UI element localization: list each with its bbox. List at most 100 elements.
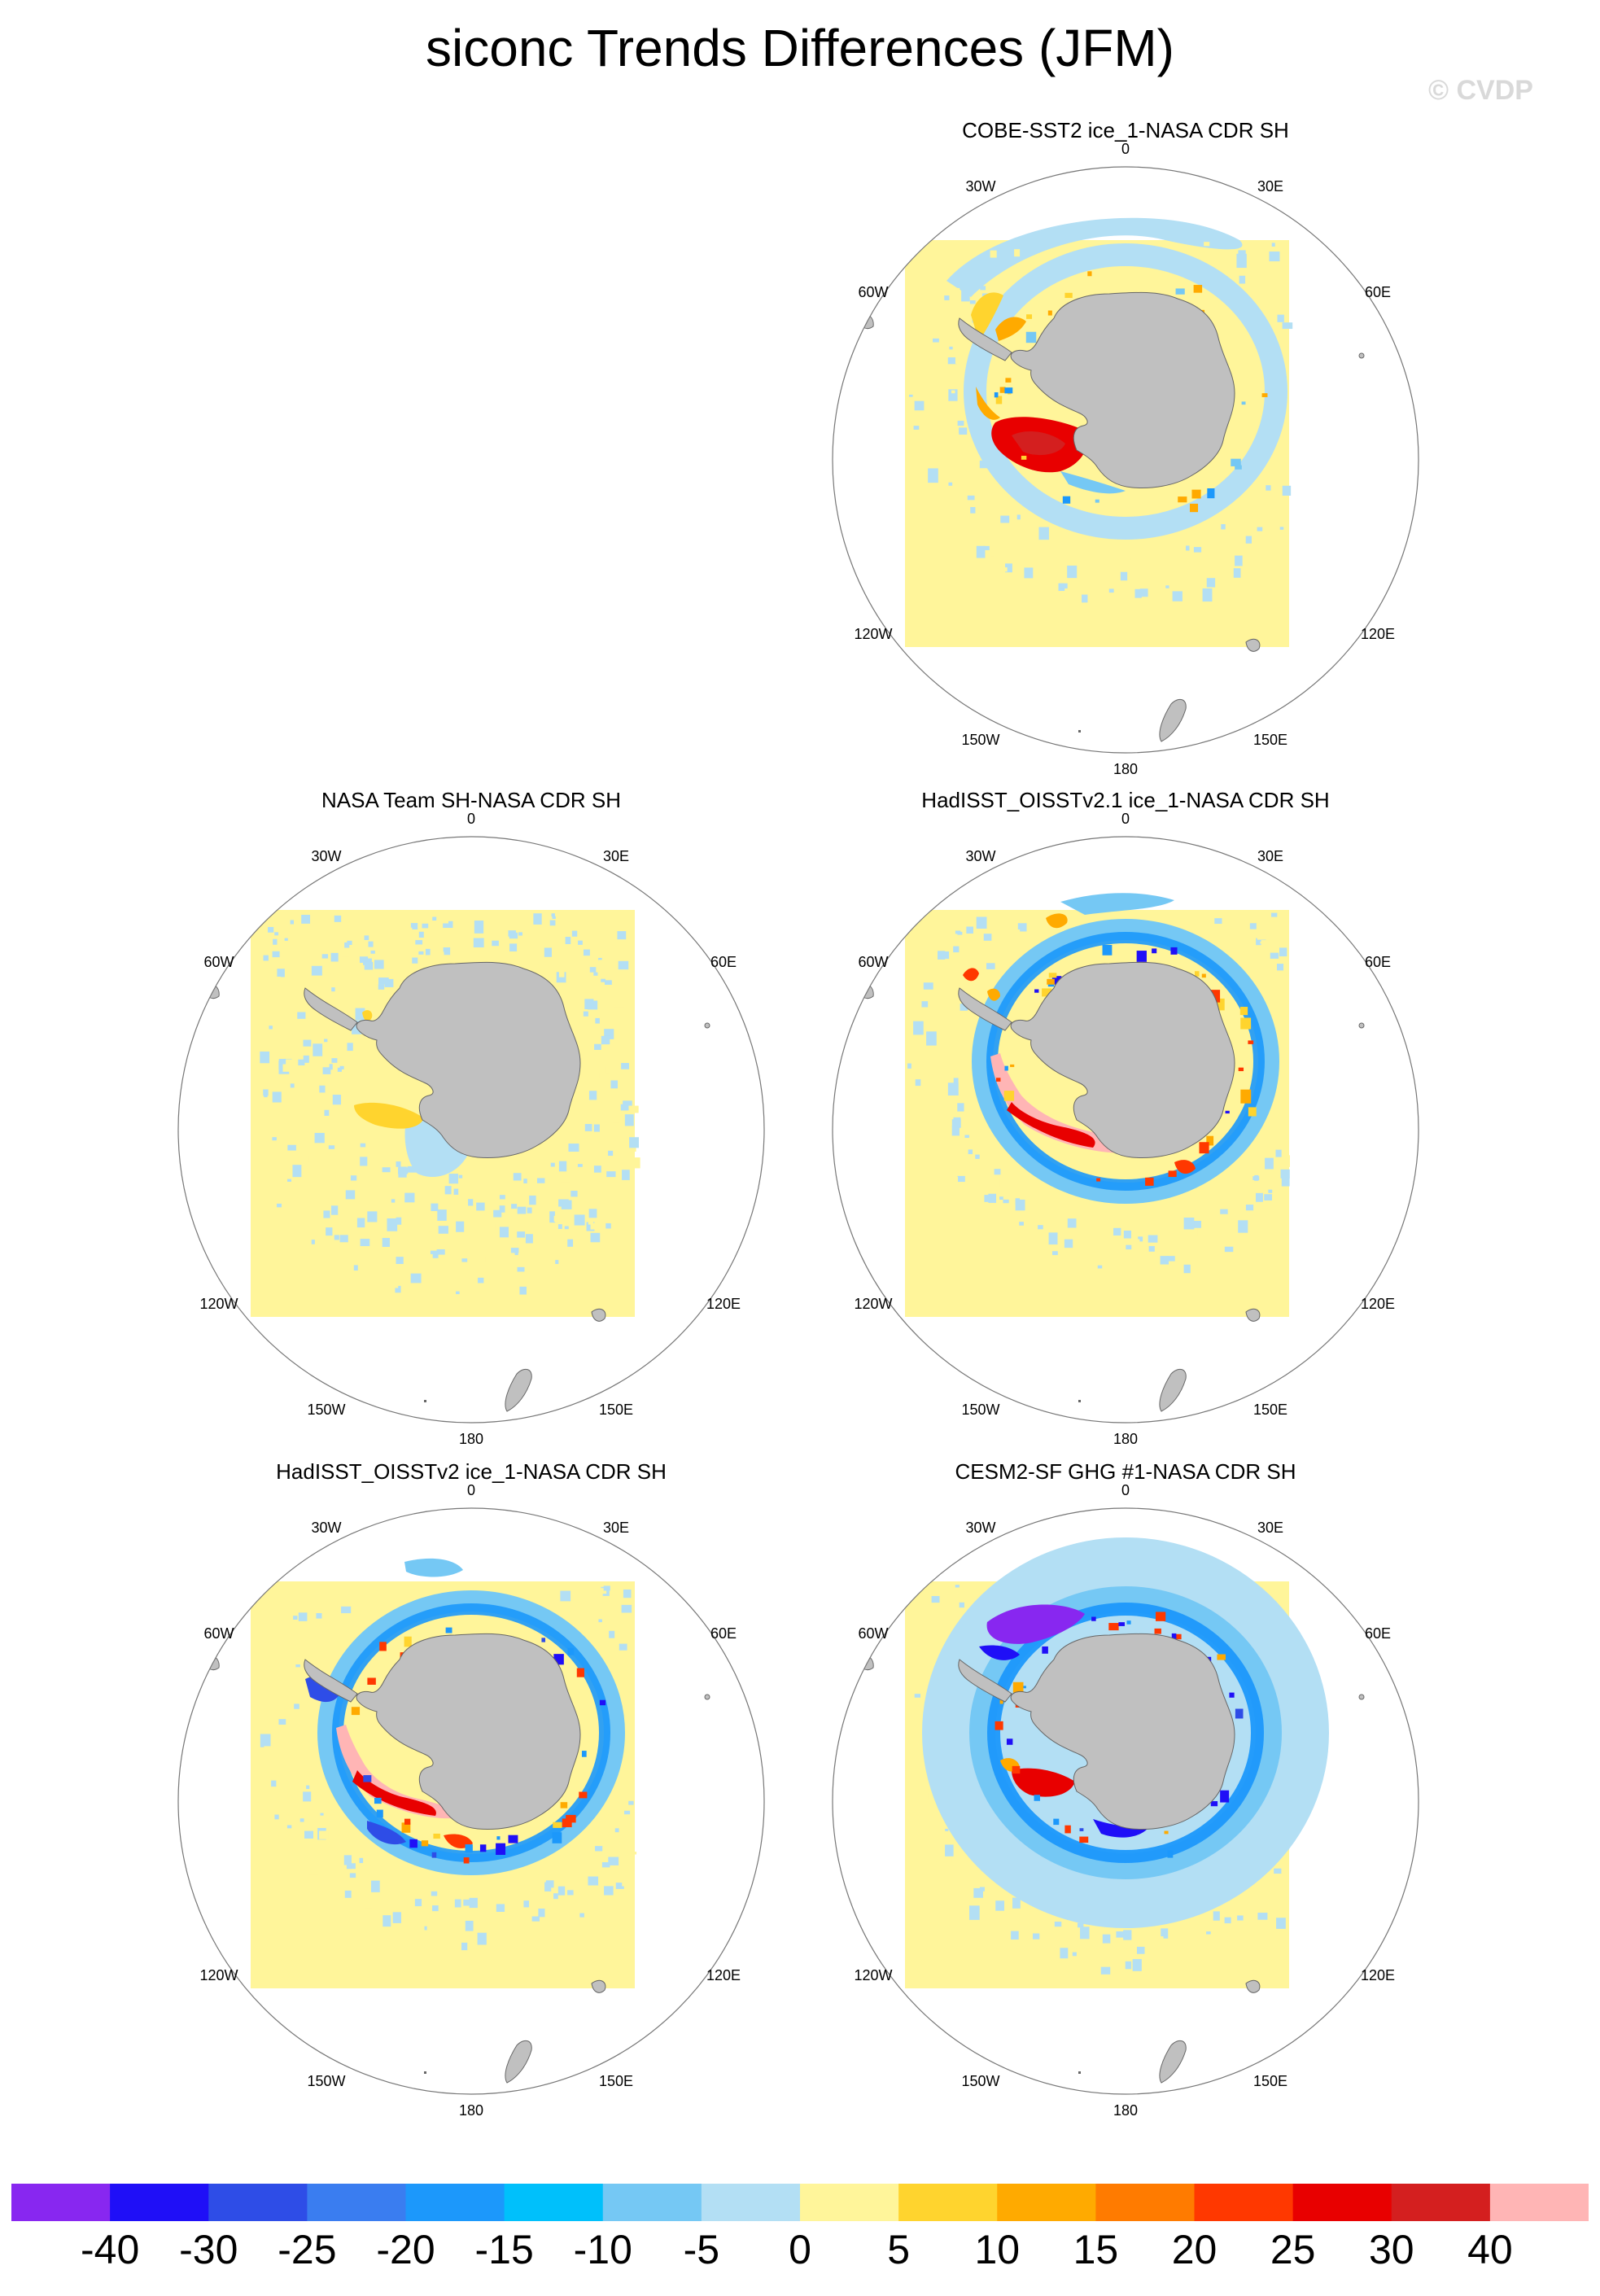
map-border: [832, 1507, 1419, 2095]
colorbar-tick-label: -40: [80, 2227, 140, 2272]
colorbar-swatch: [997, 2184, 1096, 2221]
colorbar-tick-label: 40: [1467, 2227, 1513, 2272]
longitude-label: 60E: [1365, 1625, 1391, 1642]
longitude-label: 30E: [1257, 848, 1283, 864]
longitude-label: 30W: [965, 1520, 995, 1536]
longitude-label: 60W: [203, 954, 234, 970]
new-zealand-landmass: [1159, 2040, 1187, 2084]
colorbar-swatch: [1292, 2184, 1392, 2221]
longitude-label: 60E: [1365, 954, 1391, 970]
colorbar-tick-label: 0: [789, 2227, 811, 2272]
colorbar-tick-label: 5: [887, 2227, 911, 2272]
map-border: [177, 836, 765, 1424]
polar-map: 018090W90E30W30E60W60E120W120E150W150E: [177, 812, 765, 1447]
colorbar-tick-label: -20: [376, 2227, 435, 2272]
longitude-label: 120E: [706, 1296, 741, 1312]
colorbar-swatch: [1391, 2184, 1491, 2221]
longitude-label: 120E: [706, 1967, 741, 1983]
longitude-label: 150W: [307, 2073, 345, 2089]
longitude-label: 0: [1121, 812, 1130, 827]
longitude-label: 120W: [199, 1967, 238, 1983]
longitude-label: 120W: [854, 626, 892, 642]
map-panel-cobe: COBE-SST2 ice_1-NASA CDR SH 018090W90E30…: [816, 118, 1435, 785]
longitude-label: 120W: [854, 1967, 892, 1983]
longitude-label: 0: [467, 812, 475, 827]
colorbar-swatch: [405, 2184, 505, 2221]
panel-title: CESM2-SF GHG #1-NASA CDR SH: [955, 1459, 1296, 1484]
longitude-label: 180: [459, 1431, 483, 1447]
map-panel-cesm2: CESM2-SF GHG #1-NASA CDR SH 018090W90E30…: [816, 1459, 1435, 2127]
polar-map: 018090W90E30W30E60W60E120W120E150W150E: [177, 1484, 765, 2119]
longitude-label: 30E: [603, 1520, 629, 1536]
map-panel-nasa-team: NASA Team SH-NASA CDR SH 018090W90E30W30…: [162, 788, 780, 1455]
antarctica-landmass: [1010, 291, 1235, 488]
colorbar-tick-label: -5: [683, 2227, 720, 2272]
longitude-label: 30W: [965, 178, 995, 195]
colorbar-swatch: [1194, 2184, 1294, 2221]
longitude-label: 120E: [1361, 1296, 1395, 1312]
colorbar-tick-label: -30: [179, 2227, 238, 2272]
colorbar-swatch: [701, 2184, 801, 2221]
polar-map: 018090W90E30W30E60W60E120W120E150W150E: [832, 812, 1419, 1447]
colorbar-swatch: [11, 2184, 111, 2221]
longitude-label: 30E: [1257, 1520, 1283, 1536]
colorbar-swatch: [800, 2184, 899, 2221]
antarctica-landmass: [1010, 1633, 1235, 1830]
colorbar: [11, 2184, 1589, 2221]
longitude-label: 60W: [858, 1625, 888, 1642]
map-panel-hadisst-oisstv2: HadISST_OISSTv2 ice_1-NASA CDR SH 018090…: [162, 1459, 780, 2127]
tasmania-landmass: [1245, 1308, 1261, 1322]
colorbar-tick-label: -10: [573, 2227, 632, 2272]
colorbar-tick-label: 10: [974, 2227, 1021, 2272]
colorbar-swatch: [1095, 2184, 1195, 2221]
new-zealand-landmass: [1159, 1368, 1187, 1412]
map-panel-hadisst-oisstv21: HadISST_OISSTv2.1 ice_1-NASA CDR SH 0 180…: [816, 788, 1435, 1455]
longitude-label: 30W: [311, 1520, 341, 1536]
polar-map: 018090W90E30W30E60W60E120W120E150W150E: [832, 1484, 1419, 2119]
polar-map: 018090W90E30W30E60W60E120W120E150W150E: [832, 142, 1419, 777]
colorbar-tick-label: -15: [474, 2227, 534, 2272]
colorbar-tick-label: 30: [1368, 2227, 1414, 2272]
colorbar-swatch: [307, 2184, 406, 2221]
colorbar-tick-label: -25: [278, 2227, 337, 2272]
tasmania-landmass: [591, 1979, 606, 1993]
longitude-label: 60W: [858, 284, 888, 300]
panel-title: COBE-SST2 ice_1-NASA CDR SH: [962, 118, 1289, 142]
longitude-label: 60E: [710, 1625, 737, 1642]
watermark: © CVDP: [1428, 75, 1533, 106]
new-zealand-landmass: [505, 1368, 532, 1412]
new-zealand-landmass: [505, 2040, 532, 2084]
longitude-label: 150E: [599, 1402, 633, 1418]
longitude-label: 150E: [1253, 2073, 1287, 2089]
longitude-label: 180: [1113, 1431, 1138, 1447]
longitude-label: 0: [1121, 142, 1130, 157]
longitude-label: 150W: [961, 2073, 999, 2089]
antarctica-landmass: [356, 961, 581, 1158]
longitude-label: 30E: [1257, 178, 1283, 195]
longitude-label: 180: [459, 2102, 483, 2119]
longitude-label: 0: [1121, 1484, 1130, 1498]
panel-title: HadISST_OISSTv2.1 ice_1-NASA CDR SH: [921, 788, 1330, 812]
longitude-label: 150W: [307, 1402, 345, 1418]
map-border: [832, 836, 1419, 1424]
colorbar-labels: -40 -30 -25 -20 -15 -10 -5 0 5 10 15 20 25 30 40: [0, 2226, 1600, 2283]
map-border: [832, 166, 1419, 754]
colorbar-tick-label: 25: [1270, 2227, 1316, 2272]
longitude-label: 30W: [965, 848, 995, 864]
antarctica-landmass: [1010, 961, 1235, 1158]
map-border: [177, 1507, 765, 2095]
longitude-label: 180: [1113, 2102, 1138, 2119]
longitude-label: 60E: [710, 954, 737, 970]
tasmania-landmass: [591, 1308, 606, 1322]
longitude-label: 150E: [599, 2073, 633, 2089]
colorbar-tick-label: 20: [1171, 2227, 1217, 2272]
panel-title: HadISST_OISSTv2 ice_1-NASA CDR SH: [276, 1459, 667, 1484]
longitude-label: 120E: [1361, 626, 1395, 642]
colorbar-swatch: [504, 2184, 604, 2221]
longitude-label: 30E: [603, 848, 629, 864]
longitude-label: 60E: [1365, 284, 1391, 300]
tasmania-landmass: [1245, 1979, 1261, 1993]
page-title: siconc Trends Differences (JFM): [426, 19, 1174, 77]
colorbar-swatch: [110, 2184, 209, 2221]
tasmania-landmass: [1245, 638, 1261, 652]
